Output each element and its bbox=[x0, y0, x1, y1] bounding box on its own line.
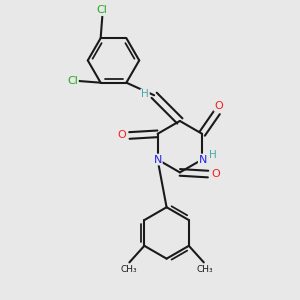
Text: O: O bbox=[211, 169, 220, 179]
Text: CH₃: CH₃ bbox=[196, 266, 213, 274]
Text: Cl: Cl bbox=[97, 5, 108, 15]
Text: H: H bbox=[209, 150, 217, 161]
Text: O: O bbox=[214, 100, 223, 111]
Text: N: N bbox=[199, 154, 207, 164]
Text: Cl: Cl bbox=[67, 76, 78, 86]
Text: H: H bbox=[141, 89, 149, 99]
Text: O: O bbox=[118, 130, 126, 140]
Text: CH₃: CH₃ bbox=[120, 266, 137, 274]
Text: N: N bbox=[153, 154, 162, 164]
